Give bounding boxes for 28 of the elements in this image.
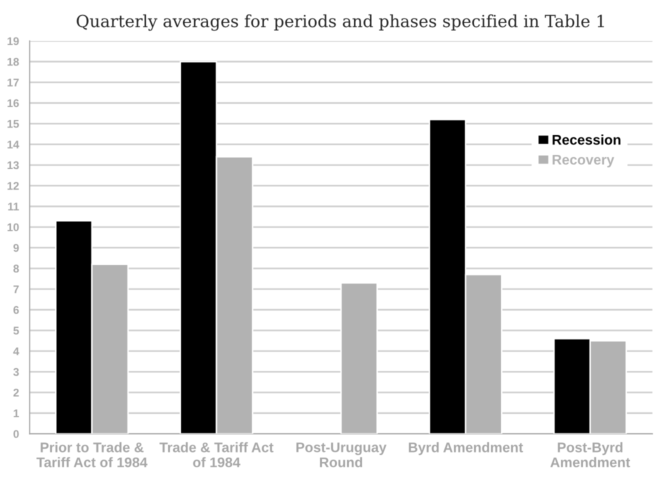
- y-tick-label: 13: [8, 161, 19, 170]
- legend-label: Recession: [552, 134, 620, 145]
- x-tick-label: Prior to Trade & Tariff Act of 1984: [36, 442, 148, 468]
- y-tick-label: 7: [14, 285, 19, 294]
- chart-title: Quarterly averages for periods and phases specified in Table 1: [76, 14, 604, 31]
- x-tick-label: Trade & Tariff Act of 1984: [160, 442, 274, 468]
- legend-label: Recovery: [552, 154, 614, 168]
- x-tick-label: Byrd Amendment: [408, 442, 524, 456]
- y-tick-label: 0: [14, 430, 19, 438]
- y-tick-label: 10: [8, 223, 19, 232]
- y-tick-label: 11: [8, 202, 19, 210]
- y-tick-label: 12: [8, 182, 19, 190]
- y-tick-label: 18: [8, 58, 19, 66]
- y-tick-label: 19: [8, 37, 19, 46]
- y-tick-label: 4: [13, 347, 20, 356]
- y-tick-label: 1: [14, 410, 19, 418]
- y-tick-label: 17: [8, 78, 19, 86]
- y-tick-label: 6: [13, 306, 19, 314]
- y-tick-label: 14: [8, 140, 20, 148]
- y-tick-label: 2: [13, 388, 19, 396]
- y-tick-label: 15: [8, 120, 19, 128]
- y-tick-label: 9: [13, 244, 19, 252]
- y-tick-label: 16: [8, 99, 19, 108]
- y-tick-label: 5: [13, 326, 19, 335]
- x-tick-label: Post-Uruguay Round: [296, 442, 386, 468]
- y-tick-label: 3: [13, 368, 19, 376]
- y-tick-label: 8: [13, 264, 19, 273]
- x-tick-label: Post-Byrd Amendment: [550, 442, 630, 468]
